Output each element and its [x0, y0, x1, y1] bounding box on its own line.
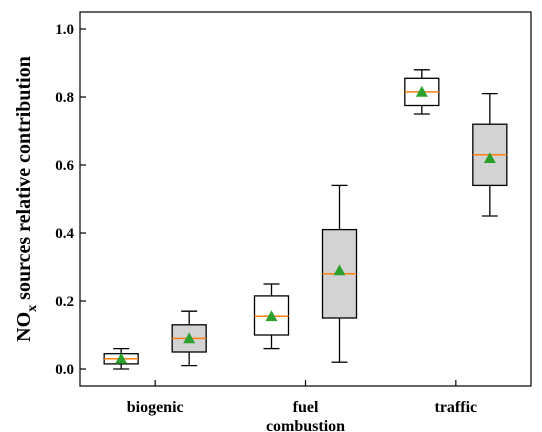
y-axis-label-subscript: x — [25, 305, 40, 312]
mean-marker — [265, 310, 278, 322]
x-category-label: traffic — [435, 399, 478, 416]
mean-marker — [115, 352, 128, 364]
y-tick-label: 0.2 — [55, 294, 74, 310]
x-category-label-line: biogenic — [127, 399, 184, 416]
y-tick-label: 0.6 — [55, 158, 74, 174]
box-white — [253, 283, 290, 350]
mean-marker — [483, 152, 496, 163]
box-white — [103, 347, 139, 370]
y-tick-label: 0.8 — [55, 90, 74, 106]
x-axis: biogenic fuel combustion traffic — [127, 380, 477, 432]
y-axis-label: NOx sources relative contribution — [13, 56, 40, 342]
mean-marker — [333, 264, 346, 276]
x-category-label: fuel combustion — [266, 399, 345, 432]
box-series — [103, 69, 508, 370]
x-category-label-line: traffic — [435, 399, 478, 416]
box-gray — [171, 310, 207, 367]
box-white — [404, 69, 440, 115]
x-category-label-line: combustion — [266, 418, 345, 432]
box-gray — [472, 92, 508, 217]
box-gray — [321, 184, 358, 363]
y-axis-label-rest: sources relative contribution — [13, 56, 35, 305]
mean-marker — [183, 332, 196, 344]
y-axis: 0.0 0.2 0.4 0.6 0.8 1.0 — [55, 22, 86, 378]
x-category-label: biogenic — [127, 399, 184, 416]
y-tick-label: 0.0 — [55, 362, 74, 378]
x-category-label-line: fuel — [293, 399, 319, 416]
plot-frame — [79, 11, 532, 387]
y-tick-label: 0.4 — [55, 226, 74, 242]
y-axis-label-main: NO — [13, 312, 35, 342]
y-tick-label: 1.0 — [55, 22, 74, 38]
mean-marker — [415, 85, 428, 97]
